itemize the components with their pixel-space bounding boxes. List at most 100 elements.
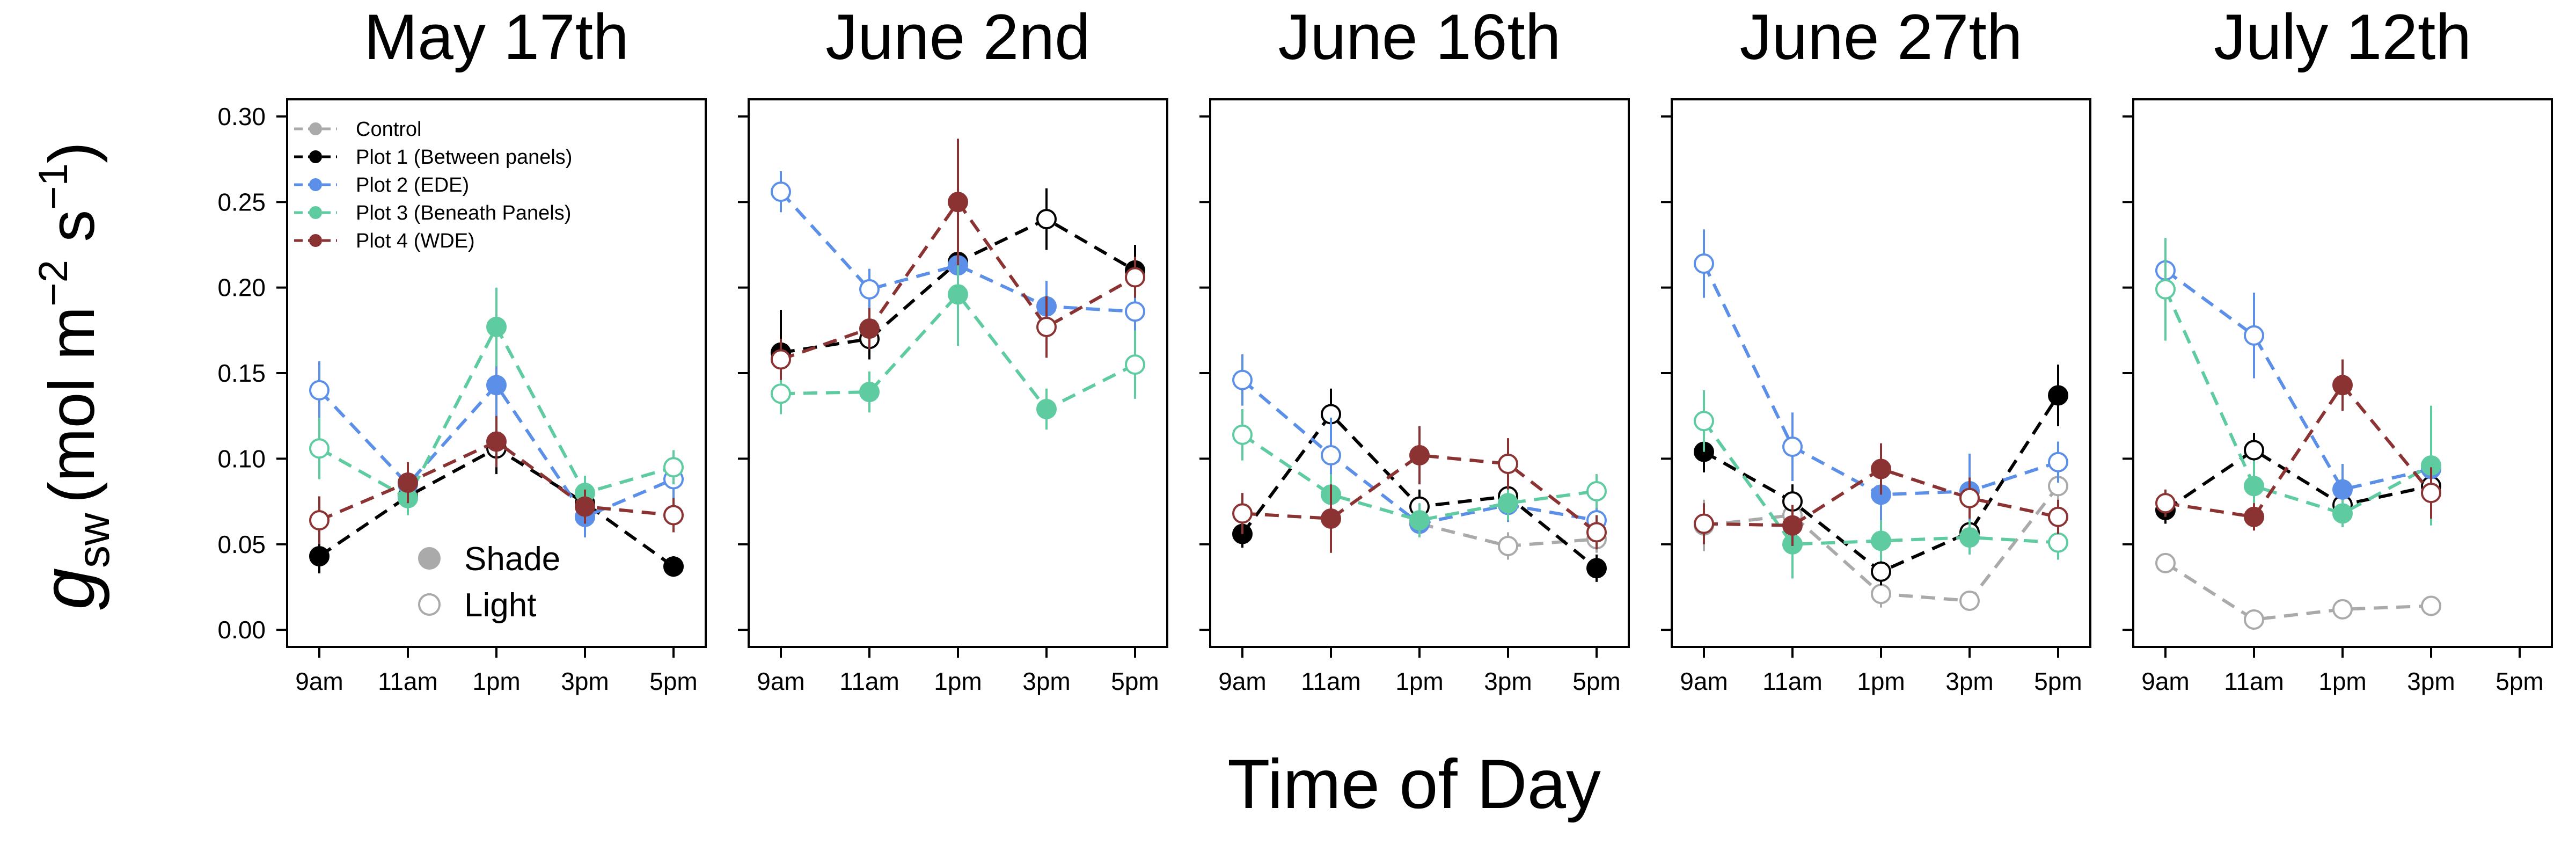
data-point-shade	[1586, 558, 1607, 579]
data-point-shade	[859, 382, 880, 403]
panel-frame	[1209, 98, 1630, 648]
data-point-shade	[1498, 493, 1518, 514]
y-axis-label-units-mid: s	[36, 210, 108, 260]
series-line	[2165, 382, 2433, 519]
data-point-shade	[486, 375, 507, 396]
x-tick-label: 9am	[295, 667, 343, 695]
data-point-light	[2048, 506, 2068, 527]
data-point-light	[771, 383, 791, 404]
data-point-light	[2048, 532, 2068, 553]
data-point-light	[2244, 609, 2264, 630]
x-tick-label: 5pm	[1111, 667, 1159, 695]
legend: Control Plot 1 (Between panels) Plot 2 (ED…	[294, 118, 572, 252]
data-point-shade	[1409, 510, 1430, 531]
legend-item: Control	[294, 118, 422, 141]
data-point-light	[1036, 316, 1057, 337]
x-tick-label: 3pm	[2407, 667, 2455, 695]
series-line	[2164, 269, 2432, 492]
x-tick-label: 11am	[1762, 667, 1823, 695]
data-point-shade	[2244, 506, 2264, 527]
x-tick-label: 5pm	[649, 667, 697, 695]
legend-label: Plot 2 (EDE)	[356, 174, 469, 196]
panel-3: June 16th 9am 11am 1pm 3pm 5pm	[1199, 1, 1630, 695]
data-point-light	[2421, 595, 2441, 616]
series-line	[1241, 433, 1597, 522]
x-tick-label: 9am	[1218, 667, 1266, 695]
series-plot-4-wde	[309, 416, 684, 544]
y-axis-label-symbol: g	[26, 568, 110, 610]
panel-4: June 27th 9am 11am 1pm 3pm 5pm	[1661, 1, 2091, 695]
data-point-shade	[2332, 503, 2353, 524]
x-tick-label: 3pm	[1945, 667, 1993, 695]
data-point-shade	[663, 556, 684, 577]
data-point-light	[2332, 599, 2353, 620]
data-point-shade	[2048, 385, 2068, 406]
panel-title: June 16th	[1278, 1, 1561, 73]
data-point-light	[1232, 424, 1253, 445]
y-axis-label-exp1: −2	[31, 260, 76, 307]
series-plot-3-beneath-panels	[1694, 390, 2068, 579]
data-point-shade	[1321, 508, 1341, 529]
shade-light-legend: Shade Light	[418, 541, 560, 624]
data-point-light	[1125, 267, 1145, 288]
series-plot-3-beneath-panels	[771, 243, 1145, 430]
y-axis-label-exp2: −1	[31, 163, 76, 210]
data-point-shade	[2332, 375, 2353, 396]
data-point-light	[1036, 209, 1057, 230]
y-tick-label: 0.30	[217, 103, 266, 130]
legend-item: Plot 1 (Between panels)	[294, 146, 572, 169]
series-line	[1242, 453, 1598, 534]
x-tick-label: 1pm	[934, 667, 982, 695]
data-point-shade	[1409, 445, 1430, 465]
x-tick-label: 3pm	[561, 667, 609, 695]
y-axis-label: gsw (mol m−2 s−1)	[26, 142, 119, 610]
series-plot-2-ede	[2155, 239, 2441, 515]
y-tick-label: 0.10	[217, 445, 266, 472]
shade-marker	[418, 547, 441, 570]
legend-marker	[309, 150, 322, 163]
x-tick-label: 11am	[2224, 667, 2284, 695]
panels-container: May 17th 9am 11am 1pm 3pm 5pm 0.00 0.05 0.10 0.15…	[217, 1, 2553, 695]
x-tick-label: 11am	[1301, 667, 1361, 695]
data-point-light	[771, 349, 791, 370]
x-tick-label: 3pm	[1484, 667, 1532, 695]
data-point-shade	[948, 192, 968, 213]
y-tick-label: 0.00	[217, 616, 266, 644]
x-tick-label: 9am	[757, 667, 804, 695]
shade-label: Shade	[464, 541, 560, 578]
light-label: Light	[464, 587, 536, 624]
panel-1: May 17th 9am 11am 1pm 3pm 5pm 0.00 0.05 0.10 0.15…	[217, 1, 707, 695]
data-point-shade	[2244, 476, 2264, 497]
series-line	[779, 191, 1136, 314]
data-point-shade	[1959, 527, 1980, 548]
legend-label: Plot 4 (WDE)	[356, 230, 475, 252]
x-tick-label: 9am	[1680, 667, 1728, 695]
legend-item: Plot 2 (EDE)	[294, 174, 469, 196]
panel-2: June 2nd 9am 11am 1pm 3pm 5pm	[738, 1, 1168, 695]
legend-label: Control	[356, 118, 422, 141]
data-point-light	[309, 510, 330, 531]
data-point-light	[1586, 481, 1607, 501]
x-tick-label: 11am	[839, 667, 899, 695]
data-point-shade	[948, 284, 968, 305]
x-tick-label: 1pm	[1395, 667, 1443, 695]
x-tick-label: 1pm	[472, 667, 520, 695]
x-tick-label: 1pm	[1857, 667, 1905, 695]
data-point-light	[663, 457, 684, 478]
data-point-shade	[575, 496, 595, 517]
series-plot-3-beneath-panels	[2155, 238, 2441, 527]
light-marker	[418, 593, 441, 616]
data-point-light	[1125, 354, 1145, 375]
data-point-light	[1871, 584, 1891, 605]
x-tick-label: 5pm	[2034, 667, 2082, 695]
legend-marker	[309, 234, 322, 247]
data-point-light	[2155, 493, 2176, 514]
data-point-light	[1694, 253, 1714, 274]
series-plot-4-wde	[771, 139, 1145, 380]
y-axis-label-units-suffix: )	[36, 142, 108, 163]
series-line	[2164, 288, 2432, 515]
data-point-light	[1125, 301, 1145, 322]
legend-label: Plot 3 (Beneath Panels)	[356, 202, 571, 224]
panel-5: July 12th 9am 11am 1pm 3pm 5pm	[2123, 1, 2553, 695]
